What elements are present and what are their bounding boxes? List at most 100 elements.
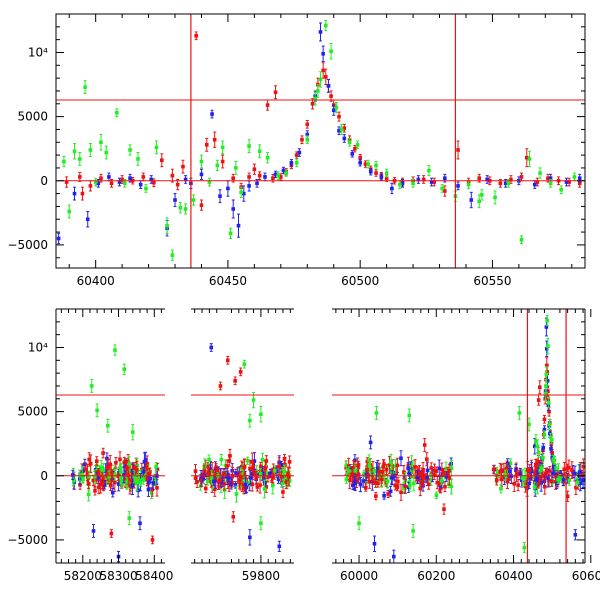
data-point-green — [242, 362, 247, 366]
data-point-green — [411, 181, 415, 186]
data-point-blue — [364, 472, 369, 477]
data-point-blue — [123, 464, 127, 468]
data-point-red — [415, 469, 420, 474]
data-point-red — [97, 485, 101, 490]
data-point-red — [506, 477, 511, 481]
data-point-red — [432, 180, 437, 184]
data-point-green — [547, 422, 552, 427]
data-point-green — [81, 477, 85, 482]
data-point-blue — [81, 469, 86, 473]
data-point-red — [86, 482, 91, 486]
data-point-green — [106, 423, 110, 428]
data-point-red — [512, 481, 517, 486]
data-point-green — [280, 481, 284, 485]
data-point-blue — [255, 181, 259, 186]
data-point-green — [393, 464, 398, 469]
data-point-blue — [263, 175, 267, 179]
data-point-green — [524, 477, 529, 482]
data-point-blue — [96, 181, 101, 186]
data-point-red — [279, 175, 283, 179]
data-point-green — [132, 474, 137, 479]
data-point-green — [543, 391, 548, 396]
data-point-blue — [337, 128, 341, 133]
y-tick-label: −5000 — [7, 238, 48, 252]
data-point-red — [126, 459, 130, 464]
data-point-red — [438, 486, 443, 491]
data-point-green — [389, 460, 393, 464]
data-point-red — [286, 472, 290, 476]
data-point-red — [446, 471, 450, 476]
data-point-red — [238, 483, 243, 488]
data-point-green — [138, 480, 143, 485]
data-point-red — [434, 469, 439, 473]
data-point-red — [498, 469, 502, 474]
data-point-blue — [326, 84, 331, 88]
data-point-blue — [173, 198, 177, 202]
data-point-red — [384, 176, 389, 181]
data-point-green — [408, 483, 412, 488]
data-point-red — [109, 181, 114, 186]
data-point-green — [552, 458, 557, 463]
data-point-red — [214, 465, 218, 470]
data-point-blue — [143, 458, 148, 462]
x-tick-label: 60000 — [340, 569, 378, 583]
data-point-red — [384, 467, 389, 472]
data-point-red — [442, 507, 446, 511]
data-point-blue — [390, 186, 394, 191]
data-point-green — [72, 149, 77, 154]
data-point-green — [281, 477, 286, 481]
data-point-green — [209, 475, 214, 480]
x-tick-label: 58400 — [135, 569, 173, 583]
data-point-blue — [236, 223, 241, 228]
data-point-blue — [70, 473, 75, 477]
data-point-red — [277, 464, 282, 469]
data-point-blue — [234, 471, 238, 475]
data-point-blue — [542, 427, 547, 432]
data-point-green — [372, 468, 377, 473]
data-point-red — [363, 162, 368, 166]
data-point-green — [449, 484, 454, 489]
data-point-blue — [83, 462, 87, 466]
data-point-green — [439, 479, 444, 483]
data-point-blue — [255, 472, 260, 476]
data-point-green — [282, 469, 287, 474]
data-point-green — [536, 450, 541, 455]
data-point-blue — [577, 176, 582, 181]
data-point-green — [548, 435, 553, 440]
data-point-green — [112, 467, 117, 471]
data-point-red — [227, 480, 232, 484]
data-point-blue — [549, 447, 553, 451]
data-point-red — [141, 175, 146, 179]
data-point-blue — [210, 112, 214, 116]
data-point-blue — [368, 440, 373, 445]
y-tick-label: 10⁴ — [28, 45, 48, 59]
data-point-blue — [151, 481, 155, 485]
data-point-green — [215, 163, 220, 168]
top-frame — [55, 13, 586, 269]
x-tick-label: 58200 — [64, 569, 102, 583]
data-point-red — [144, 465, 149, 469]
data-point-green — [262, 487, 267, 491]
data-point-green — [477, 199, 481, 204]
data-point-red — [550, 450, 554, 455]
data-point-green — [447, 482, 451, 486]
data-point-red — [509, 177, 513, 182]
data-point-red — [225, 464, 229, 468]
data-point-red — [238, 370, 243, 374]
data-point-red — [207, 471, 211, 476]
data-point-red — [574, 485, 578, 490]
data-point-green — [80, 472, 85, 477]
data-point-red — [220, 159, 225, 164]
data-point-blue — [243, 482, 248, 487]
data-point-blue — [183, 177, 188, 182]
data-point-red — [365, 467, 369, 472]
data-point-blue — [573, 532, 578, 537]
data-point-red — [264, 485, 269, 489]
data-point-red — [231, 515, 236, 519]
data-point-red — [548, 469, 552, 473]
data-point-green — [83, 85, 87, 89]
data-point-blue — [425, 475, 430, 480]
data-point-blue — [368, 169, 373, 174]
data-point-red — [109, 531, 114, 536]
data-point-red — [247, 175, 251, 179]
